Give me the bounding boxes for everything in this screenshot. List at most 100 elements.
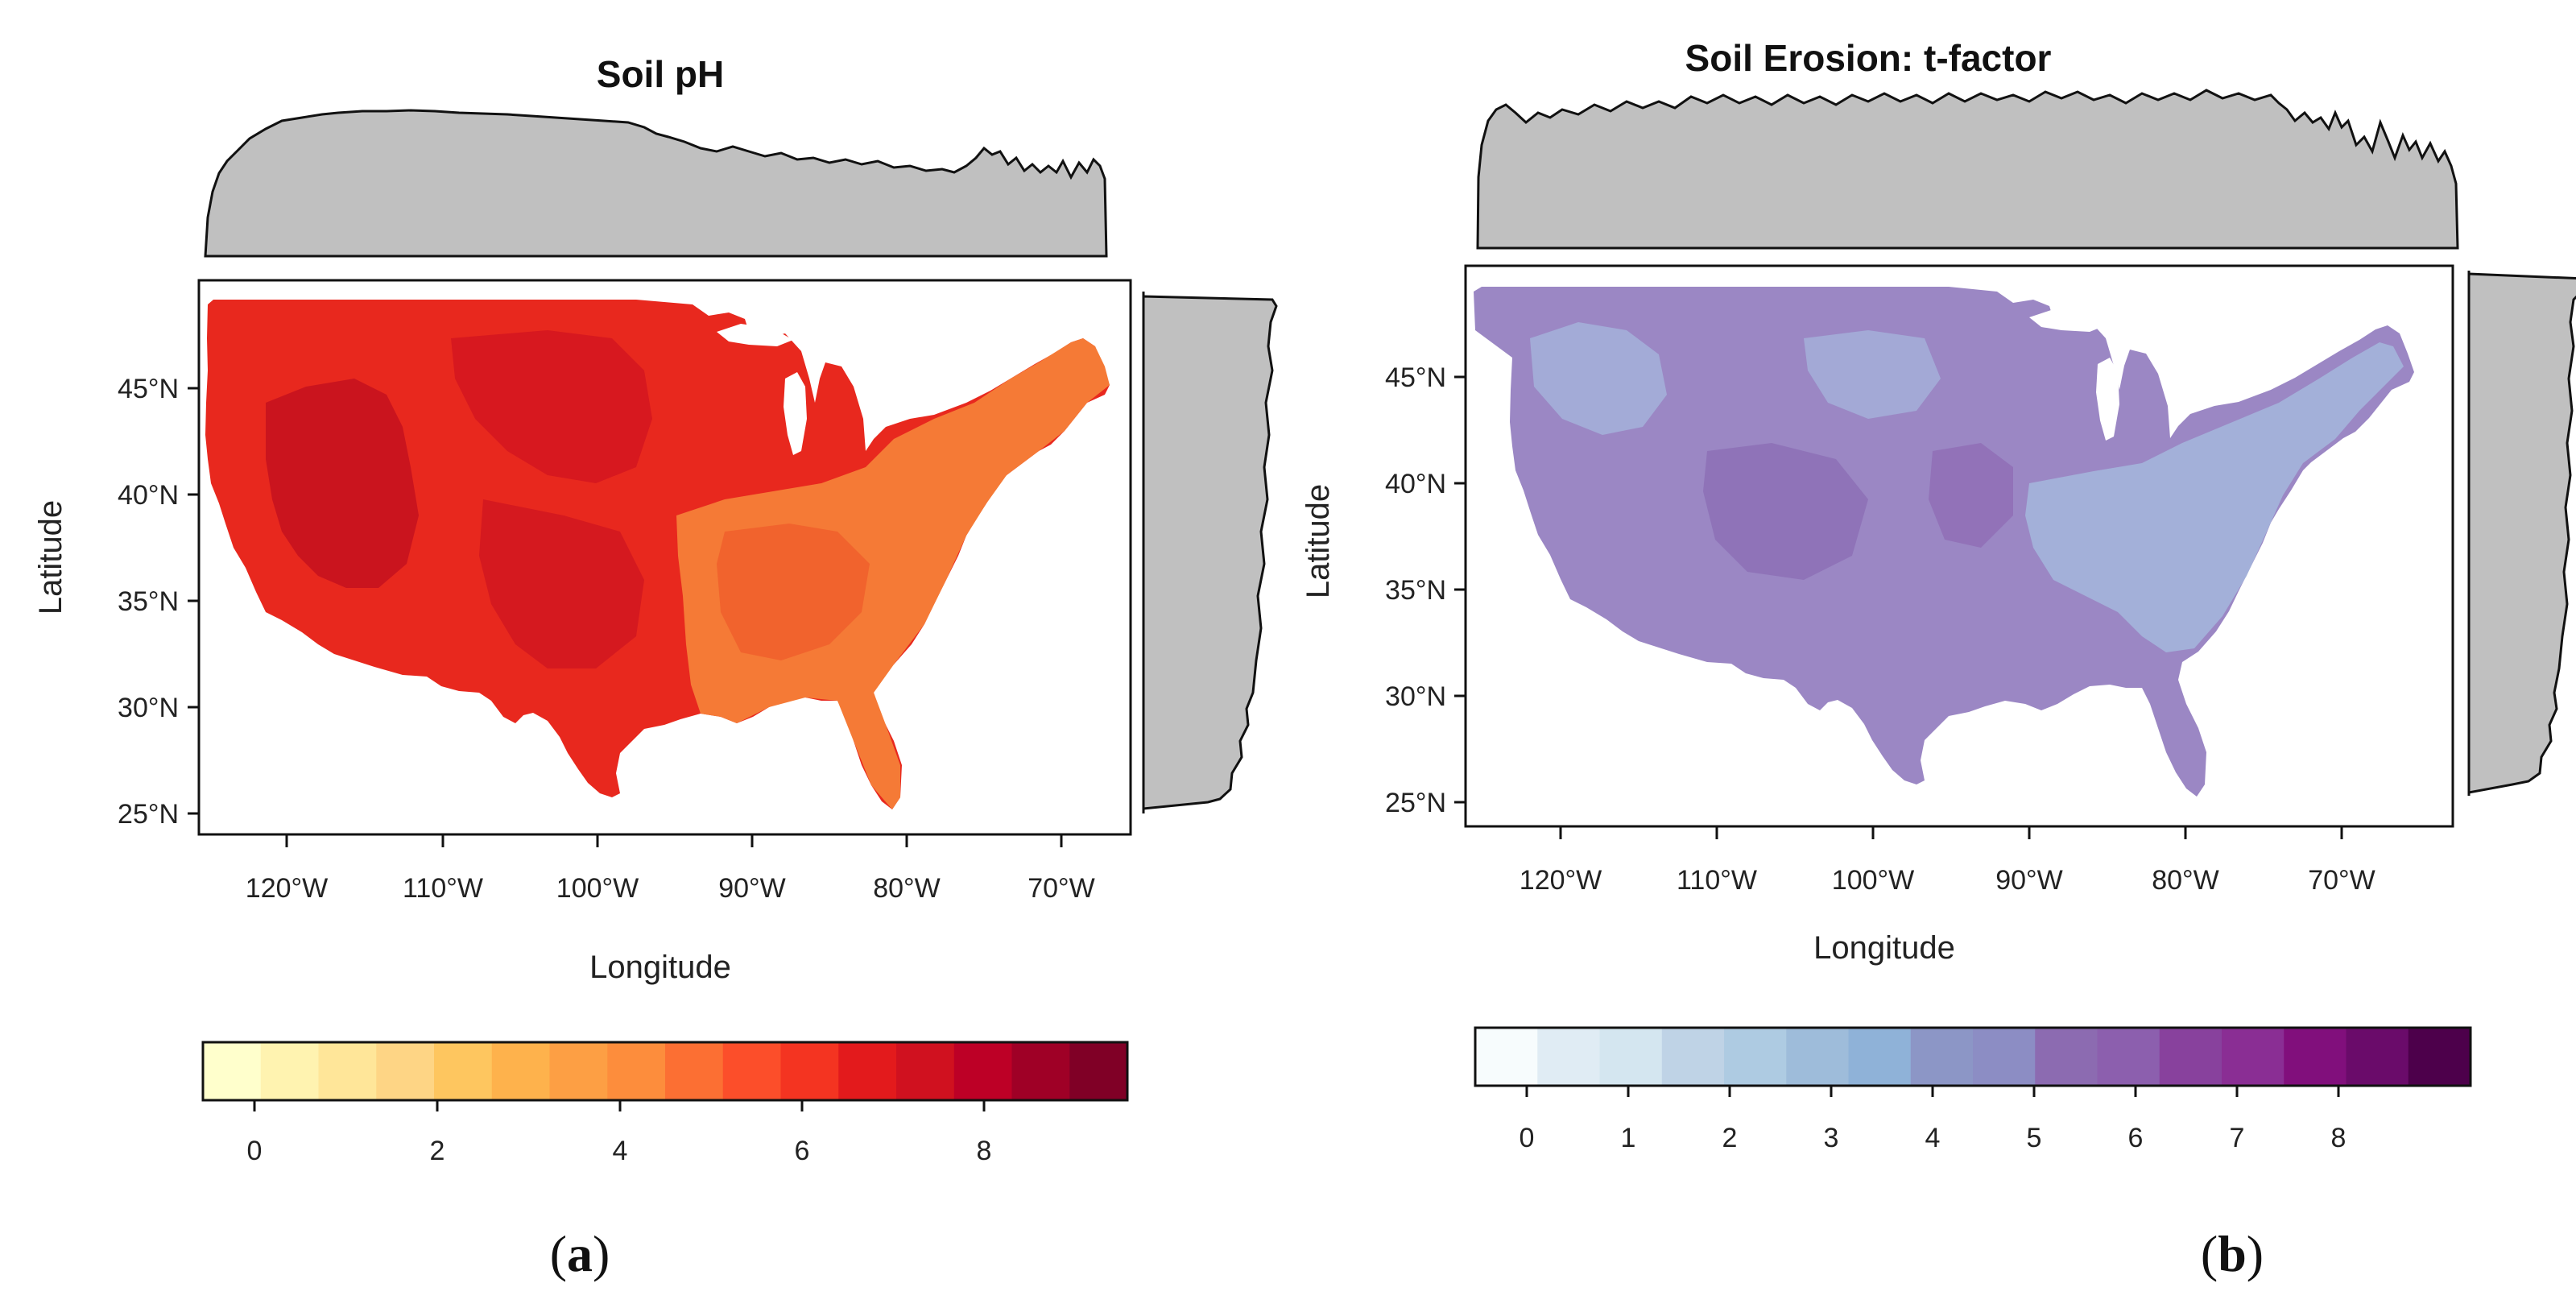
legend-swatch bbox=[896, 1042, 955, 1100]
y-tick-label: 35°N bbox=[1385, 575, 1446, 606]
x-tick-label: 70°W bbox=[2308, 865, 2375, 896]
region-high-tfactor bbox=[1703, 443, 1868, 580]
y-axis-label: Latitude bbox=[33, 500, 68, 615]
y-axis-label: Latitude bbox=[1300, 484, 1336, 598]
region-high-tfactor-2 bbox=[1929, 443, 2013, 548]
great-lakes bbox=[2096, 358, 2119, 441]
legend-tick-label: 5 bbox=[2027, 1123, 2042, 1153]
legend-swatch bbox=[203, 1042, 262, 1100]
legend-swatch bbox=[434, 1042, 493, 1100]
x-axis: 120°W 110°W 100°W 90°W 80°W 70°W Longitu… bbox=[246, 834, 1095, 985]
legend-swatch bbox=[1661, 1028, 1725, 1086]
legend-tick-label: 6 bbox=[2128, 1123, 2144, 1153]
region-low-tfactor-west bbox=[1530, 322, 1667, 435]
y-tick-label: 30°N bbox=[1385, 681, 1446, 712]
legend-swatch bbox=[260, 1042, 320, 1100]
legend-tick-label: 8 bbox=[977, 1136, 992, 1166]
legend-tick-label: 3 bbox=[1824, 1123, 1839, 1153]
legend-swatch bbox=[607, 1042, 666, 1100]
x-axis-label: Longitude bbox=[1813, 930, 1955, 966]
panel-title: Soil pH bbox=[597, 53, 724, 95]
legend-tick-label: 1 bbox=[1621, 1123, 1636, 1153]
region-low-tfactor-plains bbox=[1804, 330, 1941, 419]
legend-swatch bbox=[491, 1042, 551, 1100]
legend-swatch bbox=[2035, 1028, 2098, 1086]
legend-tick-label: 0 bbox=[1520, 1123, 1535, 1153]
y-tick-label: 40°N bbox=[1385, 469, 1446, 499]
figure-soil-erosion: Soil Erosion: t-factor 45°N 40°N bbox=[1300, 37, 2576, 1153]
legend-swatch bbox=[838, 1042, 897, 1100]
us-land-mass bbox=[205, 300, 1110, 809]
legend-swatch bbox=[2346, 1028, 2409, 1086]
legend-swatch bbox=[1599, 1028, 1663, 1086]
legend-swatch bbox=[1069, 1042, 1128, 1100]
legend-colorbar bbox=[1475, 1028, 2471, 1086]
y-tick-label: 40°N bbox=[118, 480, 179, 511]
region-low-tfactor bbox=[2025, 342, 2404, 652]
legend-tick-label: 4 bbox=[613, 1136, 628, 1166]
y-tick-label: 25°N bbox=[118, 799, 179, 830]
legend-swatch bbox=[2284, 1028, 2347, 1086]
caption-letter: a bbox=[567, 1225, 593, 1282]
legend-swatch bbox=[722, 1042, 782, 1100]
legend-tick-label: 2 bbox=[1722, 1123, 1738, 1153]
x-tick-label: 80°W bbox=[2152, 865, 2219, 896]
region-high-ph bbox=[266, 379, 419, 588]
right-marginal-density bbox=[2467, 272, 2576, 794]
legend-swatch bbox=[953, 1042, 1013, 1100]
legend-swatch bbox=[2159, 1028, 2222, 1086]
legend-swatch bbox=[1011, 1042, 1070, 1100]
region-mid-ph-east bbox=[717, 524, 870, 660]
legend-swatch bbox=[1973, 1028, 2036, 1086]
x-tick-label: 70°W bbox=[1028, 873, 1095, 904]
legend-swatch bbox=[1537, 1028, 1601, 1086]
legend-swatch bbox=[1786, 1028, 1850, 1086]
legend-swatch bbox=[376, 1042, 435, 1100]
panel-caption: (a) bbox=[549, 1225, 610, 1282]
legend-swatch bbox=[780, 1042, 839, 1100]
region-low-ph-east bbox=[676, 338, 1110, 809]
legend-tick-label: 2 bbox=[430, 1136, 445, 1166]
legend-frame bbox=[1474, 1026, 2472, 1087]
legend-colorbar bbox=[203, 1042, 1128, 1100]
us-land-mass bbox=[1474, 287, 2414, 797]
legend-swatch bbox=[2222, 1028, 2284, 1086]
region-high-ph-2 bbox=[451, 330, 652, 483]
y-axis: 45°N 40°N 35°N 30°N 25°N Latitude bbox=[1300, 362, 1466, 818]
legend-tick-label: 8 bbox=[2331, 1123, 2347, 1153]
figure-soil-ph: Soil pH 45°N bbox=[33, 53, 1278, 1166]
y-tick-label: 25°N bbox=[1385, 788, 1446, 818]
legend-tick-label: 7 bbox=[2230, 1123, 2245, 1153]
legend-tick-label: 0 bbox=[247, 1136, 263, 1166]
legend-swatch bbox=[318, 1042, 377, 1100]
legend-swatch bbox=[2097, 1028, 2160, 1086]
y-axis: 45°N 40°N 35°N 30°N 25°N Latitude bbox=[33, 374, 199, 830]
legend-swatch bbox=[1910, 1028, 1974, 1086]
y-tick-label: 45°N bbox=[118, 374, 179, 404]
x-tick-label: 120°W bbox=[1520, 865, 1602, 896]
top-marginal-density bbox=[204, 109, 1108, 258]
great-lakes-2 bbox=[2029, 309, 2106, 332]
x-tick-label: 80°W bbox=[873, 873, 941, 904]
legend-ticks: 0 1 2 3 4 5 6 7 8 bbox=[1520, 1086, 2347, 1153]
legend-swatch bbox=[665, 1042, 724, 1100]
panel-soil-erosion: Soil Erosion: t-factor 45°N 40°N bbox=[1288, 0, 2576, 1308]
right-marginal-density bbox=[1142, 295, 1278, 810]
x-axis-label: Longitude bbox=[589, 950, 731, 985]
y-tick-label: 35°N bbox=[118, 586, 179, 617]
top-marginal-density bbox=[1476, 89, 2459, 250]
x-tick-label: 90°W bbox=[718, 873, 786, 904]
great-lakes-2 bbox=[717, 324, 793, 346]
caption-letter: b bbox=[2218, 1225, 2247, 1282]
legend-ticks: 0 2 4 6 8 bbox=[247, 1100, 992, 1166]
x-tick-label: 110°W bbox=[403, 873, 483, 904]
x-tick-label: 120°W bbox=[246, 873, 328, 904]
y-tick-label: 30°N bbox=[118, 693, 179, 723]
legend-swatch bbox=[1475, 1028, 1538, 1086]
x-tick-label: 100°W bbox=[1832, 865, 1914, 896]
legend-tick-label: 4 bbox=[1925, 1123, 1941, 1153]
y-tick-label: 45°N bbox=[1385, 362, 1446, 393]
x-tick-label: 100°W bbox=[556, 873, 639, 904]
great-lakes bbox=[784, 372, 807, 455]
x-axis: 120°W 110°W 100°W 90°W 80°W 70°W Longitu… bbox=[1520, 826, 2375, 966]
